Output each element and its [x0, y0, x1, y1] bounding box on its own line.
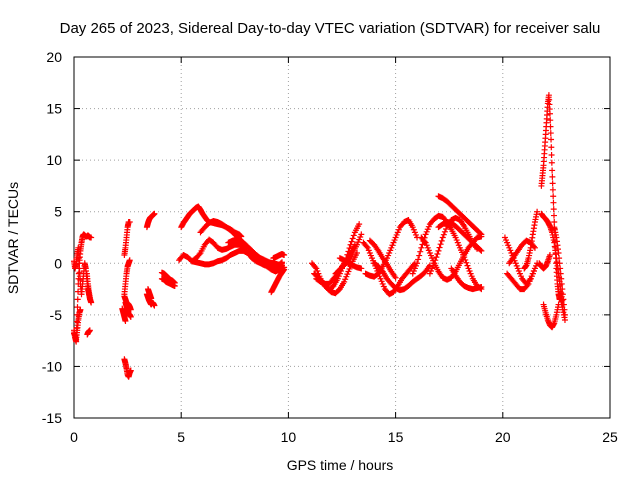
y-tick-label: 5	[54, 204, 62, 220]
data-point-markers	[121, 356, 134, 380]
data-point-markers	[536, 252, 553, 272]
x-axis: 0 5 10 15 20 25	[70, 57, 618, 445]
x-tick-label: 5	[177, 429, 185, 445]
series-arc-1c	[122, 299, 134, 320]
data-point-markers	[158, 269, 178, 286]
series-arc-6f	[448, 265, 485, 293]
data-point-markers	[144, 286, 155, 302]
x-tick-label: 25	[602, 429, 618, 445]
y-tick-label: -15	[42, 410, 62, 426]
data-point-markers	[143, 210, 158, 231]
data-point-markers	[555, 286, 568, 324]
series-arc-6d	[435, 219, 485, 254]
data-point-markers	[119, 305, 129, 325]
data-point-markers	[84, 327, 93, 338]
x-tick-label: 0	[70, 429, 78, 445]
data-point-markers	[521, 208, 541, 272]
x-tick-label: 20	[495, 429, 511, 445]
series-arc-5c	[371, 260, 433, 294]
y-axis-label: SDTVAR / TECUs	[5, 182, 21, 294]
data-point-markers	[71, 306, 84, 343]
plot-border	[73, 56, 611, 419]
data-point-markers	[435, 219, 485, 254]
y-tick-label: 0	[54, 255, 62, 271]
y-axis: -15 -10 -5 0 5 10 15 20	[42, 49, 610, 426]
data-point-markers	[366, 237, 399, 281]
data-point-markers	[409, 212, 485, 293]
series-arc-3g	[270, 251, 288, 262]
series-arc-7b	[504, 260, 541, 293]
series-arc-0c	[71, 306, 84, 343]
data-points	[71, 92, 568, 380]
data-point-markers	[122, 299, 134, 320]
data-point-markers	[268, 266, 288, 296]
series-arc-7g	[540, 301, 562, 331]
series-arc-6e	[435, 193, 485, 238]
y-tick-label: 10	[46, 152, 62, 168]
series-arc-2d	[158, 275, 178, 289]
series-arc-7d	[521, 208, 541, 272]
plot-frame	[73, 56, 611, 419]
data-point-markers	[448, 265, 485, 293]
data-point-markers	[371, 260, 433, 294]
series-arc-4e	[336, 255, 365, 272]
data-point-markers	[540, 301, 562, 331]
data-point-markers	[506, 237, 538, 267]
series-arc-1e	[121, 257, 133, 298]
data-point-markers	[158, 275, 178, 289]
series-arc-2e	[158, 269, 178, 286]
series-arc-7c	[506, 237, 538, 267]
series-arc-1d	[121, 219, 133, 259]
series-arc-5d	[366, 237, 399, 281]
y-tick-label: 15	[46, 101, 62, 117]
series-arc-6a	[409, 212, 485, 293]
y-tick-label: 20	[46, 49, 62, 65]
y-tick-label: -10	[42, 358, 62, 374]
series-arc-7j	[555, 286, 568, 324]
chart-title: Day 265 of 2023, Sidereal Day-to-day VTE…	[60, 20, 601, 37]
series-arc-2c	[144, 286, 155, 302]
data-point-markers	[435, 193, 485, 238]
y-tick-label: -5	[50, 307, 63, 323]
series-arc-5b	[362, 216, 421, 280]
data-point-markers	[225, 236, 288, 275]
x-tick-label: 10	[281, 429, 297, 445]
series-arc-7h	[536, 252, 553, 272]
series-arc-1a	[121, 356, 134, 380]
series-arc-0d	[84, 327, 93, 338]
x-axis-label: GPS time / hours	[287, 457, 394, 473]
data-point-markers	[83, 270, 95, 306]
data-point-markers	[121, 257, 133, 298]
series-arc-0e	[83, 270, 95, 306]
data-point-markers	[504, 260, 541, 293]
data-point-markers	[270, 251, 288, 262]
data-point-markers	[336, 255, 365, 272]
series-arc-3f	[268, 266, 288, 296]
series-arc-1f	[119, 305, 129, 325]
data-point-markers	[121, 219, 133, 259]
series-arc-3e	[225, 236, 288, 275]
series-arc-2a	[143, 210, 158, 231]
x-tick-label: 15	[388, 429, 404, 445]
data-point-markers	[362, 216, 421, 280]
